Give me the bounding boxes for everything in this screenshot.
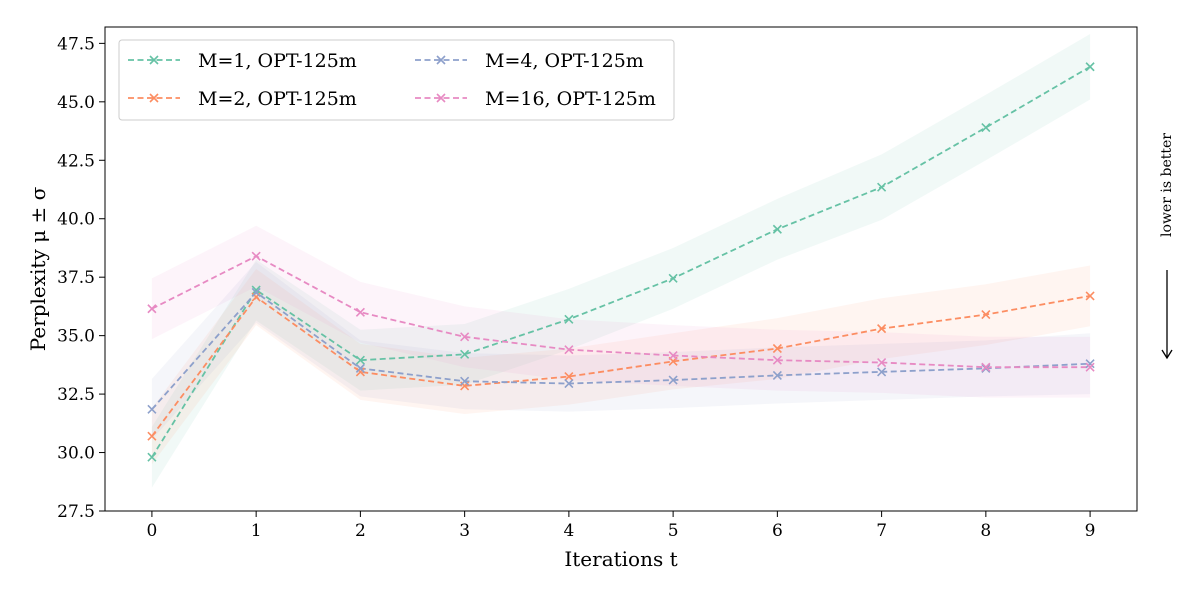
marker-series-3-pt-3 (460, 332, 470, 342)
y-tick-label: 32.5 (57, 385, 95, 405)
marker-series-1-pt-0 (147, 431, 157, 441)
marker-series-3-pt-4 (564, 345, 574, 355)
marker-series-3-pt-8 (981, 362, 991, 372)
marker-series-1-pt-8 (981, 310, 991, 320)
legend-entry-3: M=16, OPT-125m (415, 88, 656, 110)
marker-series-2-pt-6 (772, 370, 782, 380)
marker-series-2-pt-2 (355, 363, 365, 373)
marker-series-0-pt-2 (355, 355, 365, 365)
legend-entry-0: M=1, OPT-125m (128, 50, 357, 72)
marker-series-2-pt-5 (668, 375, 678, 385)
x-axis-ticks: 0 1 2 3 4 5 6 7 8 9 (146, 511, 1096, 541)
legend-frame (118, 39, 675, 121)
marker-series-0-pt-5 (668, 273, 678, 283)
line-series-3 (151, 255, 1091, 369)
marker-series-0-pt-4 (564, 314, 574, 324)
legend-label: M=16, OPT-125m (485, 88, 656, 110)
marker-series-2-pt-9 (1085, 359, 1095, 369)
std-band-series-2 (151, 261, 1091, 440)
marker-series-0-pt-1 (251, 285, 261, 295)
x-tick-label: 2 (355, 521, 366, 541)
marker-series-3-pt-2 (355, 307, 365, 317)
y-tick-label: 35.0 (57, 327, 95, 347)
legend-label: M=2, OPT-125m (198, 88, 357, 110)
plot-frame (104, 26, 1138, 512)
marker-series-2-pt-1 (251, 287, 261, 297)
std-band-series-0 (151, 34, 1091, 488)
y-axis-label: Perplexity μ ± σ (26, 186, 50, 351)
side-annotation-text: lower is better (1159, 133, 1175, 237)
x-tick-label: 9 (1085, 521, 1096, 541)
marker-series-1-pt-7 (877, 324, 887, 334)
legend-marker-swatch (149, 93, 159, 103)
marker-series-0-pt-0 (147, 452, 157, 462)
marker-series-2-pt-8 (981, 363, 991, 373)
y-tick-label: 47.5 (57, 34, 95, 54)
marker-series-0-pt-6 (772, 224, 782, 234)
y-tick-label: 45.0 (57, 93, 95, 113)
line-series-2 (151, 291, 1091, 410)
legend-entry-2: M=4, OPT-125m (415, 50, 644, 72)
y-tick-label: 42.5 (57, 151, 95, 171)
legend-marker-swatch (149, 55, 159, 65)
legend-marker-swatch (436, 55, 446, 65)
x-tick-label: 3 (459, 521, 470, 541)
y-tick-label: 40.0 (57, 210, 95, 230)
marker-series-2-pt-7 (877, 367, 887, 377)
x-tick-label: 6 (772, 521, 783, 541)
x-tick-label: 1 (251, 521, 262, 541)
marker-series-3-pt-9 (1085, 362, 1095, 372)
marker-series-1-pt-9 (1085, 291, 1095, 301)
marker-series-0-pt-7 (877, 182, 887, 192)
line-series-0 (151, 65, 1091, 458)
marker-series-2-pt-3 (460, 376, 470, 386)
x-tick-label: 4 (563, 521, 574, 541)
marker-series-0-pt-3 (460, 349, 470, 359)
std-band-series-1 (151, 265, 1091, 465)
x-tick-label: 0 (146, 521, 157, 541)
legend-label: M=1, OPT-125m (198, 50, 357, 72)
marker-series-1-pt-6 (772, 343, 782, 354)
y-tick-label: 30.0 (57, 444, 95, 464)
x-tick-label: 7 (876, 521, 887, 541)
x-tick-label: 5 (668, 521, 679, 541)
marker-series-2-pt-4 (564, 379, 574, 389)
legend-label: M=4, OPT-125m (485, 50, 644, 72)
series-lines (151, 65, 1091, 458)
y-axis-ticks: 27.5 30.0 32.5 35.0 37.5 40.0 42.5 45.0 47.5 (57, 34, 105, 522)
legend: M=1, OPT-125m M=2, OPT-125m M=4, OPT-125m M… (118, 39, 675, 121)
marker-series-3-pt-7 (877, 357, 887, 368)
x-axis-label: Iterations t (564, 547, 677, 571)
line-series-1 (151, 295, 1091, 437)
marker-series-0-pt-8 (981, 122, 991, 133)
x-tick-label: 8 (980, 521, 991, 541)
marker-series-3-pt-0 (147, 304, 157, 314)
marker-series-3-pt-1 (251, 251, 261, 261)
marker-series-0-pt-9 (1085, 62, 1095, 72)
marker-series-3-pt-6 (772, 355, 782, 365)
marker-series-2-pt-0 (147, 404, 157, 414)
marker-series-1-pt-2 (355, 367, 365, 377)
legend-entry-1: M=2, OPT-125m (128, 88, 357, 110)
y-tick-label: 37.5 (57, 268, 95, 288)
marker-series-1-pt-4 (564, 371, 574, 382)
series-markers (147, 62, 1095, 462)
y-tick-label: 27.5 (57, 502, 95, 522)
std-bands (151, 34, 1091, 488)
marker-series-3-pt-5 (668, 350, 678, 361)
side-annotation: lower is better (1159, 133, 1175, 360)
legend-marker-swatch (436, 93, 446, 103)
arrow-head-icon (1161, 349, 1173, 360)
std-band-series-3 (151, 225, 1091, 398)
